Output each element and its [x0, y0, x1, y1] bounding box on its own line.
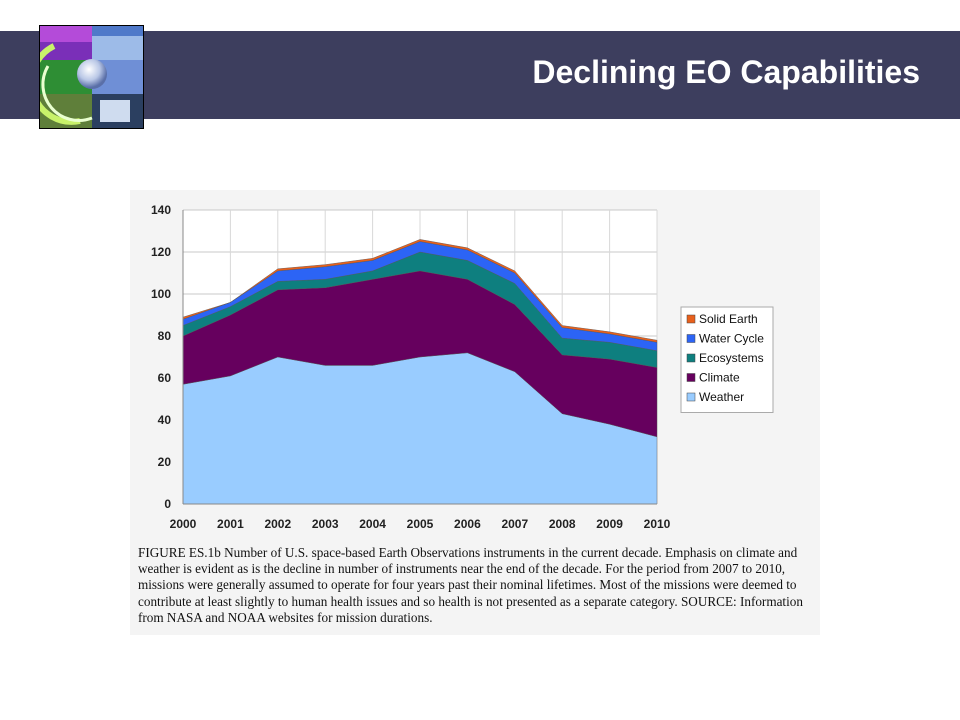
legend-swatch-climate — [686, 373, 696, 382]
y-tick-label: 20 — [158, 455, 172, 469]
legend-label-water-cycle: Water Cycle — [699, 332, 764, 346]
x-tick-label: 2010 — [644, 517, 671, 531]
x-tick-label: 2004 — [359, 517, 386, 531]
y-tick-label: 140 — [151, 203, 171, 217]
legend-swatch-weather — [686, 392, 696, 402]
y-tick-label: 120 — [151, 245, 171, 259]
legend-box — [680, 306, 774, 413]
legend-label-climate: Climate — [699, 371, 740, 385]
header-bar — [0, 31, 960, 119]
x-tick-label: 2008 — [549, 517, 576, 531]
x-tick-label: 2000 — [170, 517, 197, 531]
x-tick-label: 2006 — [454, 517, 481, 531]
legend-swatch-ecosystems — [686, 353, 696, 363]
x-tick-label: 2003 — [312, 517, 339, 531]
page-title: Declining EO Capabilities — [532, 54, 920, 90]
legend-swatch-water-cycle — [686, 334, 696, 343]
x-tick-label: 2002 — [264, 517, 291, 531]
x-tick-label: 2001 — [217, 517, 244, 531]
earth-observation-logo-icon — [28, 25, 144, 129]
legend-label-weather: Weather — [699, 390, 744, 404]
y-tick-label: 80 — [158, 329, 172, 343]
y-tick-label: 0 — [164, 497, 171, 511]
y-tick-label: 40 — [158, 413, 172, 427]
legend-swatch-solid-earth — [686, 314, 696, 324]
x-tick-label: 2007 — [501, 517, 528, 531]
y-tick-label: 60 — [158, 371, 172, 385]
figure-caption: FIGURE ES.1b Number of U.S. space-based … — [138, 545, 803, 625]
legend-label-solid-earth: Solid Earth — [699, 312, 758, 326]
area-solid-earth — [182, 239, 658, 343]
x-tick-label: 2009 — [596, 517, 623, 531]
legend-label-ecosystems: Ecosystems — [699, 351, 764, 365]
x-tick-label: 2005 — [407, 517, 434, 531]
y-tick-label: 100 — [151, 287, 171, 301]
